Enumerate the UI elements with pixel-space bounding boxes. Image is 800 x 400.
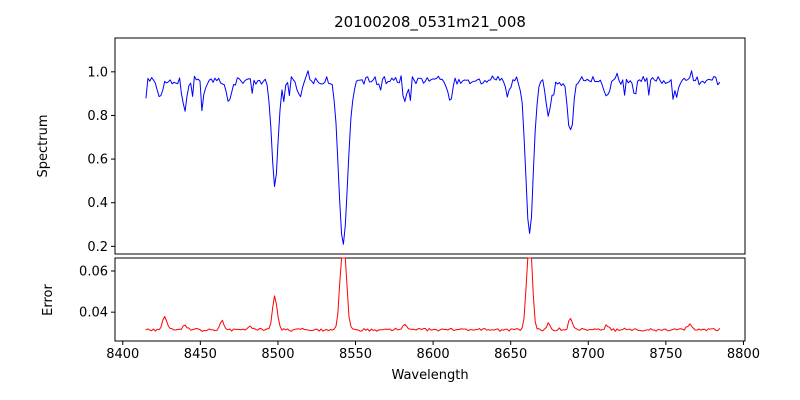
spectrum-y-axis-ticks: 0.2 0.4 0.6 0.8 1.0 (87, 65, 115, 255)
chart-title: 20100208_0531m21_008 (334, 13, 526, 32)
y-tick-label: 0.04 (79, 306, 108, 321)
y-tick-label: 0.2 (87, 240, 108, 255)
error-y-axis-ticks: 0.04 0.06 (79, 264, 115, 321)
x-tick-label: 8400 (106, 347, 139, 362)
x-tick-label: 8450 (184, 347, 217, 362)
error-panel-frame (114, 257, 746, 342)
error-line (145, 257, 721, 332)
y-tick-label: 0.8 (87, 109, 108, 124)
x-tick-label: 8600 (417, 347, 450, 362)
x-tick-label: 8700 (572, 347, 605, 362)
y-tick-label: 0.6 (87, 153, 108, 168)
spectrum-panel-frame (114, 37, 746, 255)
error-y-axis-label: Error (41, 284, 56, 316)
x-axis-ticks: 8400 8450 8500 8550 8600 8650 8700 8750 8800 (106, 341, 760, 362)
x-tick-label: 8550 (339, 347, 372, 362)
y-tick-label: 0.4 (87, 196, 108, 211)
y-tick-label: 0.06 (79, 264, 108, 279)
y-tick-label: 1.0 (87, 65, 108, 80)
x-tick-label: 8800 (727, 347, 760, 362)
x-tick-label: 8500 (261, 347, 294, 362)
x-tick-label: 8750 (649, 347, 682, 362)
x-tick-label: 8650 (494, 347, 527, 362)
spectrum-line (145, 70, 721, 245)
spectrum-y-axis-label: Spectrum (36, 115, 51, 178)
x-axis-label: Wavelength (391, 368, 468, 383)
